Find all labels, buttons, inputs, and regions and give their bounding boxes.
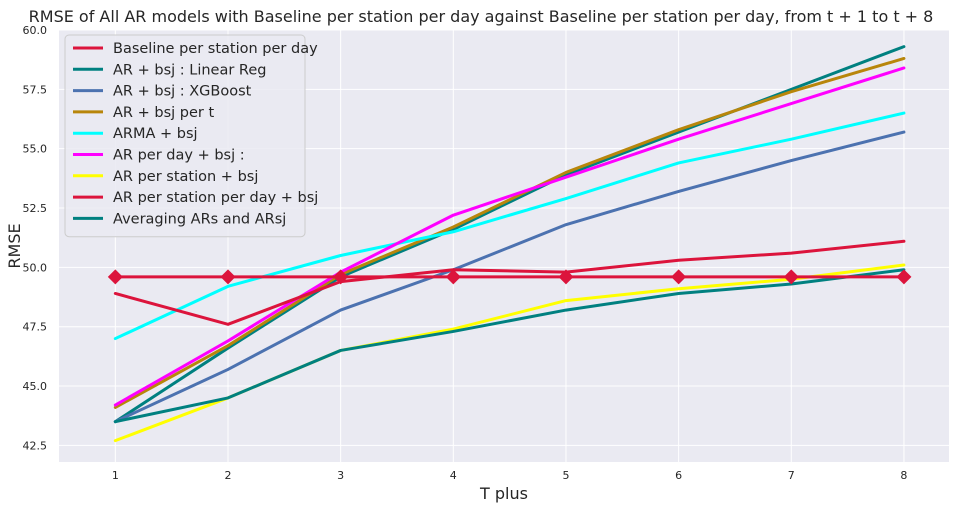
data-point	[445, 269, 461, 285]
data-point	[896, 269, 912, 285]
x-tick-label: 5	[562, 469, 569, 482]
x-tick-label: 6	[675, 469, 682, 482]
legend: Baseline per station per day AR + bsj : L…	[64, 34, 318, 238]
legend-label: AR + bsj : Linear Reg	[113, 62, 266, 78]
legend-entry: AR per station per day + bsj	[73, 190, 318, 206]
data-point	[220, 269, 236, 285]
series-5	[113, 66, 906, 407]
series-line	[113, 239, 906, 326]
series-4	[113, 111, 906, 341]
x-tick-label: 3	[337, 469, 344, 482]
legend-label: AR per station per day + bsj	[113, 190, 318, 206]
chart-title: RMSE of All AR models with Baseline per …	[29, 7, 934, 26]
series-7	[113, 239, 906, 326]
x-axis-label: T plus	[479, 484, 528, 503]
data-point	[558, 269, 574, 285]
legend-entry: AR per station + bsj	[73, 169, 258, 185]
series-8	[113, 268, 906, 424]
data-point	[107, 269, 123, 285]
y-axis-label: RMSE	[5, 223, 24, 268]
y-tick-label: 47.5	[23, 321, 48, 334]
y-tick-label: 55.0	[23, 143, 48, 156]
legend-entry: AR per day + bsj :	[73, 148, 245, 164]
legend-entry: Baseline per station per day	[73, 41, 318, 57]
series-line	[113, 56, 906, 409]
x-tick-label: 1	[112, 469, 119, 482]
series-0	[107, 269, 912, 285]
data-point	[671, 269, 687, 285]
y-tick-label: 60.0	[23, 24, 48, 37]
axes: 42.5 45.0 47.5 50.0 52.5 55.0 57.5 60.0 1 2 3 4 5 6 7 8	[23, 24, 908, 482]
legend-label: AR + bsj : XGBoost	[113, 84, 252, 100]
series-line	[113, 66, 906, 407]
series-layer	[107, 45, 912, 443]
legend-entry: AR + bsj per t	[73, 105, 214, 121]
legend-entry: AR + bsj : Linear Reg	[73, 62, 266, 78]
legend-label: AR + bsj per t	[113, 105, 214, 121]
legend-label: ARMA + bsj	[113, 126, 198, 142]
series-line	[113, 130, 906, 424]
y-tick-label: 50.0	[23, 261, 48, 274]
data-point	[333, 269, 349, 285]
y-tick-label: 45.0	[23, 380, 48, 393]
x-tick-label: 8	[900, 469, 907, 482]
x-tick-label: 7	[788, 469, 795, 482]
x-tick-label: 2	[224, 469, 231, 482]
legend-entry: ARMA + bsj	[73, 126, 198, 142]
legend-label: AR per day + bsj :	[113, 148, 245, 164]
series-2	[113, 130, 906, 424]
legend-label: Averaging ARs and ARsj	[113, 211, 286, 227]
legend-box	[64, 34, 306, 238]
series-3	[113, 56, 906, 409]
y-tick-label: 57.5	[23, 83, 48, 96]
legend-label: AR per station + bsj	[113, 169, 258, 185]
x-tick-label: 4	[450, 469, 457, 482]
y-tick-label: 42.5	[23, 439, 48, 452]
legend-entry: Averaging ARs and ARsj	[73, 211, 286, 227]
legend-label: Baseline per station per day	[113, 41, 318, 57]
data-point	[783, 269, 799, 285]
series-line	[113, 268, 906, 424]
y-tick-label: 52.5	[23, 202, 48, 215]
series-line	[113, 111, 906, 341]
legend-entry: AR + bsj : XGBoost	[73, 84, 252, 100]
